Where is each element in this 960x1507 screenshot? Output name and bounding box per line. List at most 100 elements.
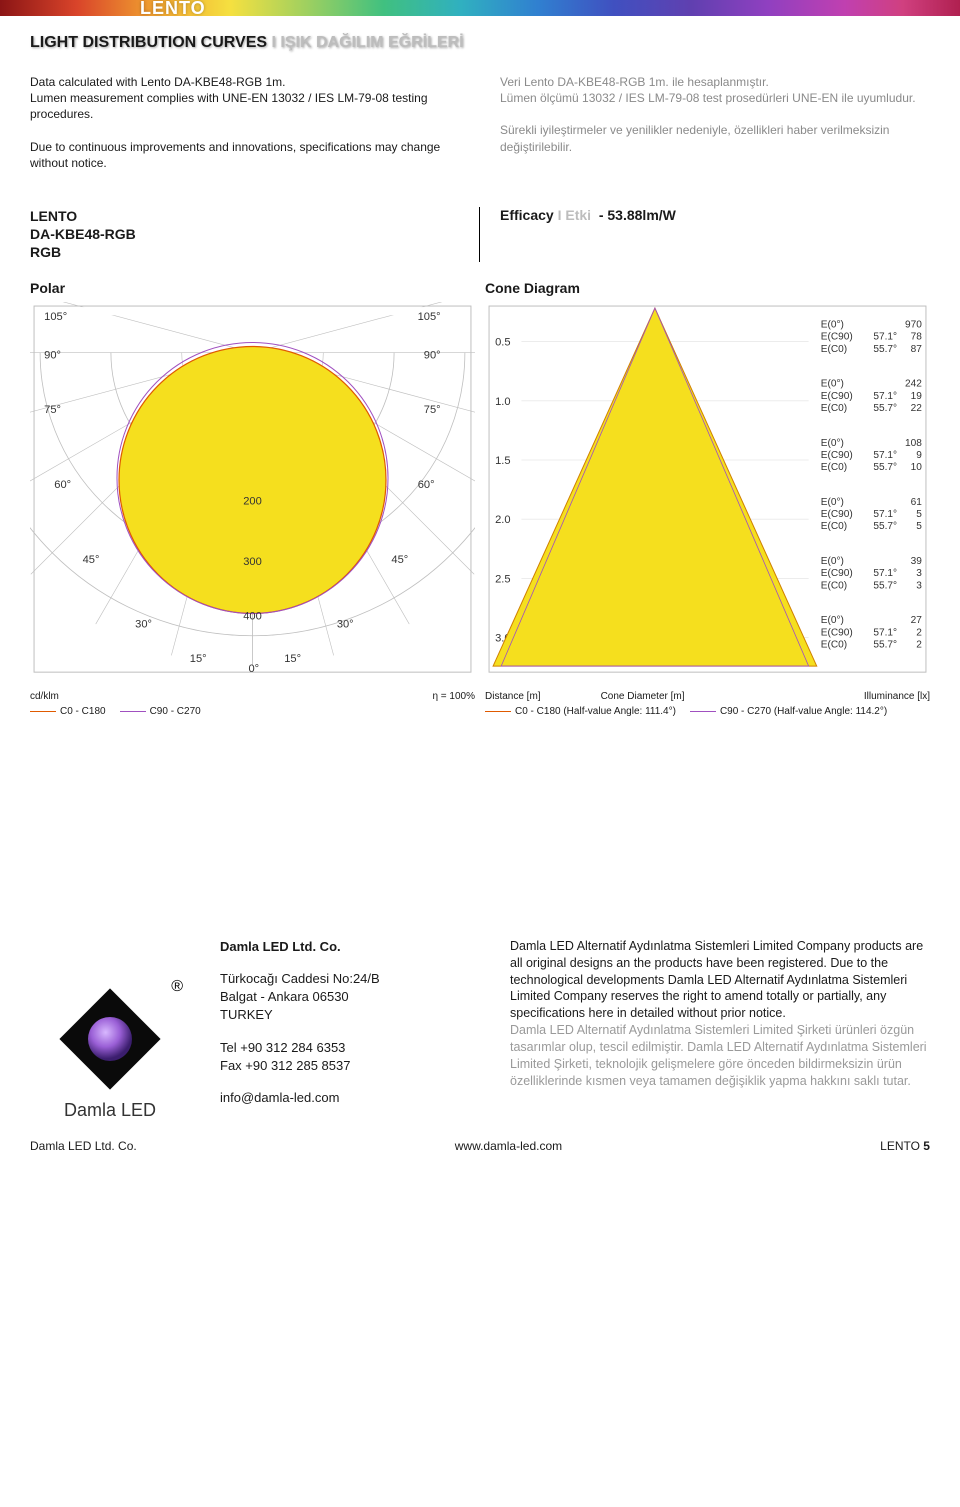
svg-text:15°: 15° — [190, 653, 207, 665]
svg-text:105°: 105° — [418, 311, 441, 323]
svg-text:57.1°: 57.1° — [873, 331, 897, 342]
svg-text:242: 242 — [905, 378, 922, 389]
svg-text:200: 200 — [243, 495, 262, 507]
svg-text:45°: 45° — [83, 553, 100, 565]
polar-legend-item: C90 - C270 — [120, 705, 201, 718]
svg-text:E(0°): E(0°) — [821, 437, 844, 448]
svg-text:90°: 90° — [44, 349, 61, 361]
svg-text:2.5: 2.5 — [495, 573, 510, 585]
intro-left-p1: Data calculated with Lento DA-KBE48-RGB … — [30, 74, 460, 123]
product-line2: DA-KBE48-RGB — [30, 225, 469, 243]
svg-text:300: 300 — [243, 555, 262, 567]
page-bottom-left: Damla LED Ltd. Co. — [30, 1139, 137, 1153]
polar-column: Polar 105°90°75°60°45°30°15°0°105°90°75°… — [30, 280, 475, 718]
svg-text:78: 78 — [911, 331, 923, 342]
footer-block: ® Damla LED Damla LED Ltd. Co. — [30, 938, 930, 1121]
svg-text:10: 10 — [911, 462, 923, 473]
svg-text:19: 19 — [911, 390, 923, 401]
svg-text:E(C0): E(C0) — [821, 343, 847, 354]
polar-diagram: 105°90°75°60°45°30°15°0°105°90°75°60°45°… — [30, 302, 475, 686]
svg-text:E(C0): E(C0) — [821, 580, 847, 591]
footer-desc: Damla LED Alternatif Aydınlatma Sistemle… — [510, 938, 930, 1121]
efficacy-value: - 53.88lm/W — [599, 207, 676, 223]
svg-text:2: 2 — [916, 639, 922, 650]
rainbow-header-band: LENTO — [0, 0, 960, 16]
svg-text:30°: 30° — [337, 618, 354, 630]
svg-text:57.1°: 57.1° — [873, 568, 897, 579]
intro-right-p1: Veri Lento DA-KBE48-RGB 1m. ile hesaplan… — [500, 74, 930, 106]
section-title: LIGHT DISTRIBUTION CURVES I IŞIK DAĞILIM… — [30, 34, 930, 52]
svg-text:2: 2 — [916, 627, 922, 638]
polar-caption-left: cd/klm — [30, 690, 59, 703]
svg-text:57.1°: 57.1° — [873, 449, 897, 460]
svg-text:E(C0): E(C0) — [821, 521, 847, 532]
polar-legend: C0 - C180 C90 - C270 — [30, 703, 475, 718]
section-title-muted: I IŞIK DAĞILIM EĞRİLERİ — [272, 34, 464, 51]
diagram-row: Polar 105°90°75°60°45°30°15°0°105°90°75°… — [30, 280, 930, 718]
section-title-main: LIGHT DISTRIBUTION CURVES — [30, 34, 267, 51]
svg-text:3: 3 — [916, 580, 922, 591]
svg-text:39: 39 — [911, 556, 923, 567]
product-right: Efficacy I Etki - 53.88lm/W — [480, 207, 930, 262]
page-bottom-center: www.damla-led.com — [455, 1139, 562, 1153]
footer-contact: Damla LED Ltd. Co. Türkocağı Caddesi No:… — [220, 938, 480, 1121]
intro-left-p2: Due to continuous improvements and innov… — [30, 139, 460, 171]
svg-text:E(C90): E(C90) — [821, 331, 853, 342]
svg-text:E(0°): E(0°) — [821, 615, 844, 626]
footer-tel: Tel +90 312 284 6353 — [220, 1040, 345, 1055]
cone-legend: C0 - C180 (Half-value Angle: 111.4°) C90 … — [485, 703, 930, 718]
cone-cap-dist: Distance [m] — [485, 690, 541, 703]
svg-text:E(C90): E(C90) — [821, 627, 853, 638]
product-line3: RGB — [30, 243, 469, 261]
polar-legend-item: C0 - C180 — [30, 705, 106, 718]
polar-caption: cd/klm η = 100% C0 - C180C90 - C270 — [30, 690, 475, 718]
page-bottom-right: LENTO 5 — [880, 1139, 930, 1153]
logo-text: Damla LED — [64, 1100, 156, 1121]
svg-text:5: 5 — [916, 521, 922, 532]
efficacy-label: Efficacy — [500, 207, 554, 223]
cone-legend-item: C0 - C180 (Half-value Angle: 111.4°) — [485, 705, 676, 718]
logo-diamond: ® — [55, 984, 165, 1094]
svg-text:60°: 60° — [54, 479, 71, 491]
footer-phones: Tel +90 312 284 6353 Fax +90 312 285 853… — [220, 1039, 480, 1075]
footer-company: Damla LED Ltd. Co. — [220, 938, 480, 956]
footer-addr: Türkocağı Caddesi No:24/B Balgat - Ankar… — [220, 970, 480, 1025]
svg-text:970: 970 — [905, 319, 922, 330]
cone-diagram: 0.51.551.471.03.092.931.54.644.402.06.18… — [485, 302, 930, 686]
svg-text:1.0: 1.0 — [495, 395, 510, 407]
svg-text:57.1°: 57.1° — [873, 390, 897, 401]
intro-right: Veri Lento DA-KBE48-RGB 1m. ile hesaplan… — [500, 74, 930, 171]
page-bottom-brand: LENTO — [880, 1139, 920, 1153]
svg-text:E(0°): E(0°) — [821, 556, 844, 567]
svg-text:105°: 105° — [44, 311, 67, 323]
product-line1: LENTO — [30, 207, 469, 225]
footer-addr1: Türkocağı Caddesi No:24/B — [220, 971, 380, 986]
polar-title: Polar — [30, 280, 475, 296]
cone-legend-item: C90 - C270 (Half-value Angle: 114.2°) — [690, 705, 887, 718]
svg-text:2.0: 2.0 — [495, 514, 510, 526]
svg-text:87: 87 — [911, 343, 923, 354]
svg-text:75°: 75° — [44, 404, 61, 416]
svg-text:108: 108 — [905, 437, 922, 448]
svg-text:45°: 45° — [391, 553, 408, 565]
svg-text:90°: 90° — [424, 349, 441, 361]
svg-text:E(0°): E(0°) — [821, 319, 844, 330]
svg-text:3: 3 — [916, 568, 922, 579]
svg-text:E(C90): E(C90) — [821, 568, 853, 579]
intro-right-p2: Sürekli iyileştirmeler ve yenilikler ned… — [500, 122, 930, 154]
registered-mark-icon: ® — [171, 978, 183, 996]
intro-columns: Data calculated with Lento DA-KBE48-RGB … — [30, 74, 930, 171]
footer-logo-block: ® Damla LED — [30, 938, 190, 1121]
svg-text:61: 61 — [911, 496, 923, 507]
svg-text:57.1°: 57.1° — [873, 627, 897, 638]
svg-text:E(0°): E(0°) — [821, 496, 844, 507]
svg-text:E(C0): E(C0) — [821, 402, 847, 413]
svg-text:9: 9 — [916, 449, 922, 460]
svg-text:55.7°: 55.7° — [873, 521, 897, 532]
footer-desc-tr: Damla LED Alternatif Aydınlatma Sistemle… — [510, 1023, 927, 1088]
cone-cap-diam: Cone Diameter [m] — [601, 690, 685, 703]
svg-text:75°: 75° — [424, 404, 441, 416]
svg-text:E(C0): E(C0) — [821, 462, 847, 473]
svg-text:60°: 60° — [418, 479, 435, 491]
page-bottom: Damla LED Ltd. Co. www.damla-led.com LEN… — [30, 1139, 930, 1153]
